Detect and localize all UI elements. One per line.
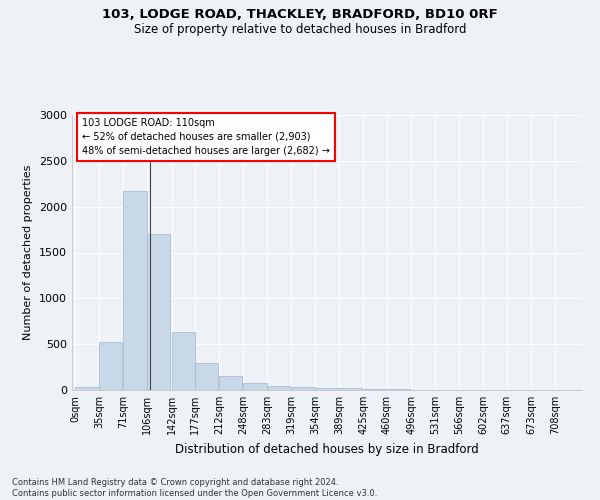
Bar [387, 389, 410, 390]
Bar [292, 387, 314, 390]
Bar [195, 364, 218, 390]
Text: Distribution of detached houses by size in Bradford: Distribution of detached houses by size … [175, 442, 479, 456]
Bar [147, 234, 170, 390]
Bar [339, 388, 362, 390]
Bar [172, 332, 195, 390]
Bar [267, 386, 290, 390]
Text: Contains HM Land Registry data © Crown copyright and database right 2024.
Contai: Contains HM Land Registry data © Crown c… [12, 478, 377, 498]
Text: 103, LODGE ROAD, THACKLEY, BRADFORD, BD10 0RF: 103, LODGE ROAD, THACKLEY, BRADFORD, BD1… [102, 8, 498, 20]
Bar [76, 387, 98, 390]
Y-axis label: Number of detached properties: Number of detached properties [23, 165, 34, 340]
Bar [315, 388, 338, 390]
Text: Size of property relative to detached houses in Bradford: Size of property relative to detached ho… [134, 22, 466, 36]
Bar [99, 342, 122, 390]
Bar [363, 388, 386, 390]
Bar [124, 191, 146, 390]
Bar [244, 383, 266, 390]
Text: 103 LODGE ROAD: 110sqm
← 52% of detached houses are smaller (2,903)
48% of semi-: 103 LODGE ROAD: 110sqm ← 52% of detached… [82, 118, 330, 156]
Bar [219, 376, 242, 390]
